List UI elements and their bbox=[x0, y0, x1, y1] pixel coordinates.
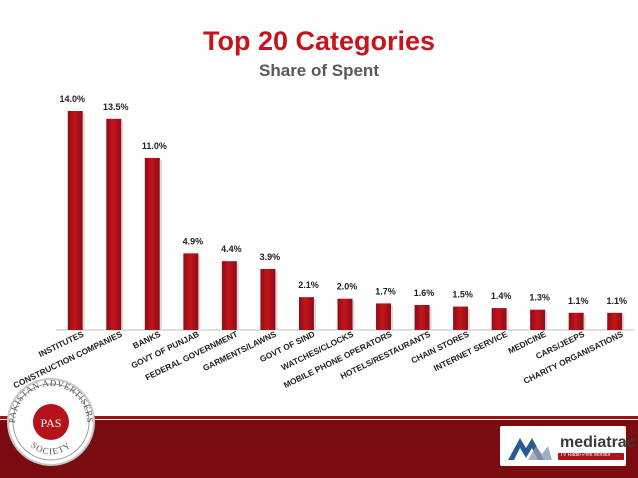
bar-shadow bbox=[313, 299, 316, 330]
bar-shadow bbox=[429, 306, 432, 330]
bar-shadow bbox=[352, 300, 355, 330]
bar bbox=[530, 309, 546, 330]
category-label: INTERNET SERVICE bbox=[432, 329, 509, 374]
value-label: 1.3% bbox=[529, 293, 550, 303]
value-label: 1.7% bbox=[375, 286, 396, 296]
value-label: 4.4% bbox=[221, 244, 242, 254]
footer-divider bbox=[0, 416, 638, 419]
bar-shadow bbox=[236, 263, 239, 330]
bar-shadow bbox=[159, 159, 162, 330]
bar bbox=[607, 312, 623, 330]
value-label: 4.9% bbox=[183, 236, 204, 246]
bar-shadow bbox=[275, 270, 278, 330]
mediatrac-logo: mediatrac TV Radio Print Monitor bbox=[500, 426, 636, 466]
mediatrac-tagline-bar bbox=[558, 453, 624, 460]
bar bbox=[183, 253, 199, 330]
bar-shadow bbox=[506, 310, 509, 330]
bar bbox=[491, 308, 507, 330]
value-label: 14.0% bbox=[60, 94, 86, 104]
bar-shadow bbox=[82, 113, 85, 330]
mediatrac-wordmark: mediatrac bbox=[560, 434, 636, 451]
bar-shadow bbox=[468, 308, 471, 330]
bar bbox=[414, 304, 430, 330]
bar bbox=[144, 157, 160, 330]
value-label: 2.1% bbox=[298, 280, 319, 290]
value-label: 1.1% bbox=[606, 296, 627, 306]
bar bbox=[221, 261, 237, 330]
bar-shadow bbox=[583, 314, 586, 330]
value-label: 1.5% bbox=[452, 290, 473, 300]
value-label: 11.0% bbox=[142, 141, 167, 151]
value-label: 13.5% bbox=[103, 102, 129, 112]
bar-shadow bbox=[198, 255, 201, 330]
bar-shadow bbox=[391, 305, 394, 330]
value-label: 1.1% bbox=[568, 296, 589, 306]
chart-title: Top 20 Categories bbox=[202, 26, 436, 56]
bar-chart: 14.0% 13.5% 11.0% 4.9% 4.4% 3.9% 2.1% 2.0% 1.7% 1… bbox=[12, 94, 634, 390]
bar-shadow bbox=[545, 311, 548, 330]
bar bbox=[337, 298, 353, 330]
chart-subtitle: Share of Spent bbox=[259, 61, 379, 80]
bar-shadow bbox=[121, 120, 124, 330]
pas-seal-logo: PAKISTAN ADVERTISERS SOCIETY PAS bbox=[7, 378, 95, 466]
bar bbox=[568, 312, 584, 330]
mediatrac-tagline: TV Radio Print Monitor bbox=[560, 452, 611, 458]
bar-shadow bbox=[622, 314, 625, 330]
bar bbox=[67, 111, 83, 330]
bar bbox=[376, 303, 392, 330]
bar bbox=[453, 306, 469, 330]
value-label: 1.4% bbox=[491, 291, 512, 301]
value-label: 1.6% bbox=[414, 288, 435, 298]
svg-text:SOCIETY: SOCIETY bbox=[29, 440, 73, 457]
bar bbox=[106, 118, 122, 330]
bar bbox=[260, 268, 276, 330]
value-label: 3.9% bbox=[260, 252, 281, 262]
bar bbox=[298, 297, 314, 330]
value-label: 2.0% bbox=[337, 282, 358, 292]
svg-text:PAS: PAS bbox=[41, 416, 62, 430]
mediatrac-mark-icon bbox=[508, 438, 552, 460]
